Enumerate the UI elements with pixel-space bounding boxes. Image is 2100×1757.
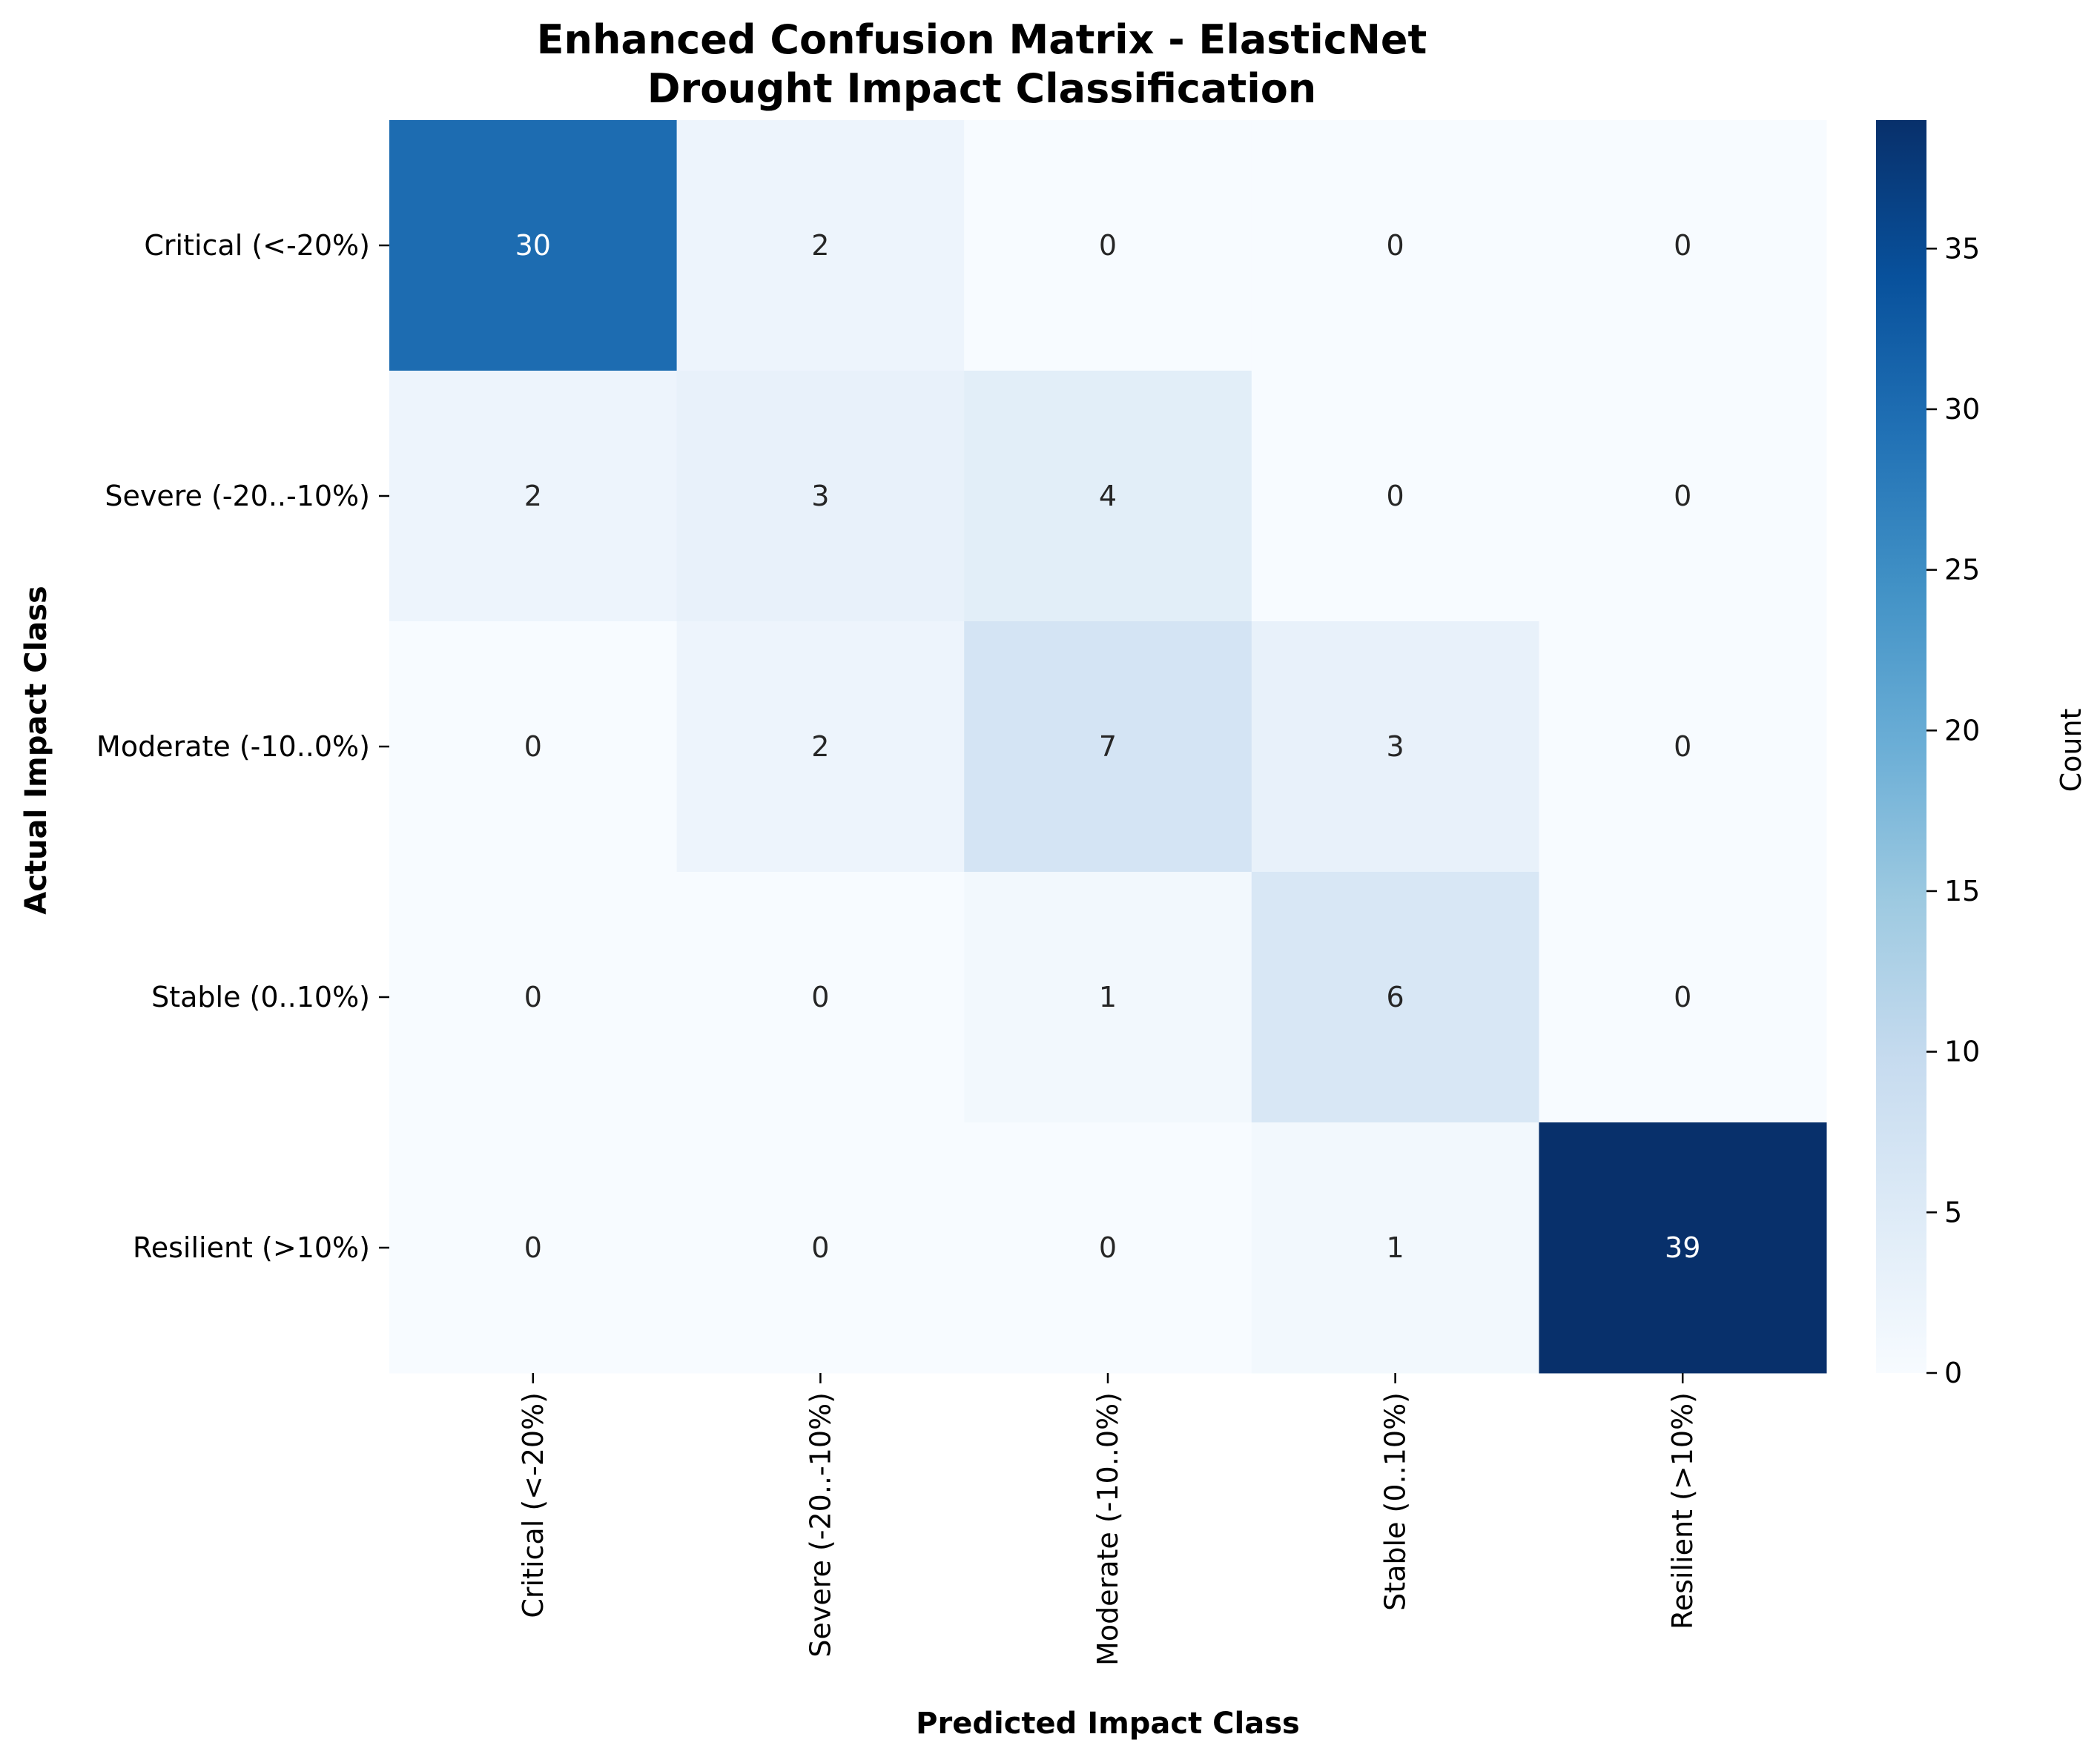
heatmap-cell [964, 1122, 1252, 1374]
cell-value-label: 2 [524, 480, 542, 512]
colorbar-tick-label: 0 [1944, 1357, 1962, 1389]
heatmap-cell [676, 621, 965, 873]
heatmap-cell [389, 621, 678, 873]
colorbar-tick-label: 30 [1944, 393, 1980, 426]
y-axis-ticks: Critical (<-20%) Severe (-20..-10%) Modera… [96, 229, 389, 1264]
cell-value-label: 0 [524, 981, 542, 1013]
cell-labels: 30 2 0 0 02 3 4 0 00 2 7 3 00 0 1 6 00 0 0 1 39 [515, 229, 1701, 1264]
colorbar-tick-label: 5 [1944, 1196, 1962, 1228]
y-tick-label: Severe (-20..-10%) [105, 480, 370, 512]
heatmap-cell [389, 371, 678, 622]
y-tick-label: Resilient (>10%) [133, 1231, 370, 1264]
colorbar [1876, 120, 1926, 1373]
x-tick-label: Severe (-20..-10%) [804, 1392, 836, 1658]
heatmap-cell [676, 120, 965, 371]
colorbar-tick-label: 35 [1944, 232, 1980, 265]
heatmap-cells [389, 120, 1827, 1374]
heatmap-cell [964, 621, 1252, 873]
cell-value-label: 4 [1099, 480, 1117, 512]
cell-value-label: 2 [811, 229, 829, 262]
heatmap-cell [964, 120, 1252, 371]
cell-value-label: 0 [1387, 229, 1404, 262]
heatmap-cell [676, 872, 965, 1123]
cell-value-label: 2 [811, 730, 829, 763]
y-tick-label: Moderate (-10..0%) [96, 730, 370, 763]
heatmap-cell [676, 1122, 965, 1374]
cell-value-label: 0 [1099, 1231, 1117, 1264]
heatmap-cell [1251, 621, 1539, 873]
heatmap-cell [964, 872, 1252, 1123]
cell-value-label: 0 [1387, 480, 1404, 512]
colorbar-tick-label: 25 [1944, 554, 1980, 586]
heatmap-cell [1539, 872, 1827, 1123]
colorbar-ticks: 0 5 10 15 20 25 30 35 [1926, 232, 1980, 1389]
heatmap-cell [1539, 371, 1827, 622]
heatmap-cell [1539, 1122, 1827, 1374]
cell-value-label: 0 [1674, 730, 1691, 763]
heatmap-cell [1251, 872, 1539, 1123]
x-tick-label: Critical (<-20%) [517, 1392, 549, 1618]
cell-value-label: 3 [1387, 730, 1404, 763]
cell-value-label: 6 [1387, 981, 1404, 1013]
colorbar-tick-label: 15 [1944, 875, 1980, 907]
x-tick-label: Resilient (>10%) [1666, 1392, 1699, 1629]
cell-value-label: 1 [1099, 981, 1117, 1013]
cell-value-label: 30 [515, 229, 551, 262]
heatmap-cell [964, 371, 1252, 622]
cell-value-label: 0 [1674, 981, 1691, 1013]
x-tick-label: Moderate (-10..0%) [1092, 1392, 1124, 1666]
cell-value-label: 1 [1387, 1231, 1404, 1264]
x-axis-label: Predicted Impact Class [916, 1707, 1300, 1741]
chart-subtitle: Drought Impact Classification [647, 65, 1317, 112]
x-axis-ticks: Critical (<-20%) Severe (-20..-10%) Modera… [517, 1373, 1699, 1666]
cell-value-label: 0 [524, 1231, 542, 1264]
x-tick-label: Stable (0..10%) [1379, 1392, 1412, 1611]
heatmap-cell [1251, 1122, 1539, 1374]
cell-value-label: 0 [811, 981, 829, 1013]
y-tick-label: Critical (<-20%) [144, 229, 370, 262]
heatmap-cell [1251, 371, 1539, 622]
colorbar-label: Count [2055, 709, 2087, 793]
colorbar-tick-label: 10 [1944, 1036, 1980, 1068]
heatmap-cell [389, 872, 678, 1123]
cell-value-label: 7 [1099, 730, 1117, 763]
heatmap-cell [389, 1122, 678, 1374]
heatmap-cell [1539, 621, 1827, 873]
heatmap-cell [389, 120, 678, 371]
heatmap-cell [1539, 120, 1827, 371]
y-axis-label: Actual Impact Class [19, 586, 53, 915]
cell-value-label: 0 [524, 730, 542, 763]
cell-value-label: 39 [1665, 1231, 1700, 1264]
heatmap-cell [676, 371, 965, 622]
chart-title: Enhanced Confusion Matrix - ElasticNet [537, 16, 1427, 63]
cell-value-label: 0 [1674, 229, 1691, 262]
cell-value-label: 0 [1099, 229, 1117, 262]
cell-value-label: 0 [1674, 480, 1691, 512]
y-tick-label: Stable (0..10%) [151, 981, 370, 1013]
cell-value-label: 0 [811, 1231, 829, 1264]
heatmap-cell [1251, 120, 1539, 371]
colorbar-tick-label: 20 [1944, 714, 1980, 747]
cell-value-label: 3 [811, 480, 829, 512]
